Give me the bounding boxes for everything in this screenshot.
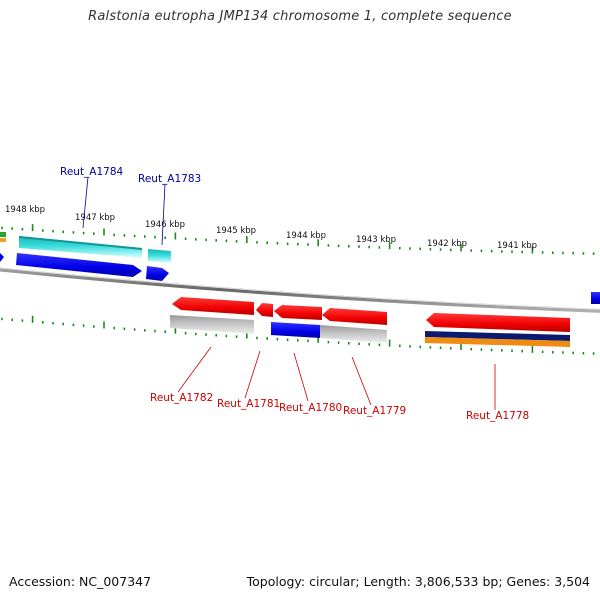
gene-feature[interactable] [19,236,142,258]
scale-label: 1948 kbp [5,205,45,215]
gene-feature[interactable] [425,337,570,347]
gene-label[interactable]: Reut_A1784 [60,166,124,178]
gene-label[interactable]: Reut_A1781 [217,398,280,410]
scale-label: 1947 kbp [75,213,115,223]
gene-label[interactable]: Reut_A1778 [466,410,529,422]
scale-ticks-outer [1,224,595,255]
scale-label: 1945 kbp [216,226,256,236]
gene-feature[interactable] [146,266,169,281]
gene-feature[interactable] [426,313,570,332]
chromosome-backbone [0,267,600,313]
gene-feature[interactable] [425,331,570,341]
scale-label: 1944 kbp [286,231,326,241]
summary-text: Topology: circular; Length: 3,806,533 bp… [246,574,590,589]
gene-label[interactable]: Reut_A1783 [138,173,201,185]
gene-feature[interactable] [274,305,322,320]
gene-feature[interactable] [148,249,171,263]
outer-gene-labels: Reut_A1784 Reut_A1783 [60,166,201,246]
gene-feature[interactable] [591,292,600,304]
inner-gene-labels: Reut_A1782 Reut_A1781 Reut_A1780 Reut_A1… [150,346,529,422]
gene-label[interactable]: Reut_A1779 [343,405,406,417]
gene-feature[interactable] [271,322,320,338]
scale-label: 1946 kbp [145,220,185,230]
gene-label[interactable]: Reut_A1782 [150,392,213,404]
gene-feature[interactable] [320,325,387,343]
gene-feature[interactable] [16,253,142,277]
scale-label: 1942 kbp [427,239,467,249]
gene-feature[interactable] [172,297,254,315]
map-title: Ralstonia eutropha JMP134 chromosome 1, … [88,9,512,24]
gene-feature[interactable] [170,315,254,334]
edge-feature [0,253,4,262]
scale-label: 1943 kbp [356,235,396,245]
outer-strand-features [16,236,600,304]
edge-feature [0,238,6,242]
scale-labels: 1948 kbp 1947 kbp 1946 kbp 1945 kbp 1944… [5,205,537,251]
gene-feature[interactable] [322,308,387,325]
gene-feature[interactable] [256,303,273,317]
gene-label[interactable]: Reut_A1780 [279,402,342,414]
inner-strand-features [170,297,570,347]
edge-feature [0,232,6,237]
scale-label: 1941 kbp [497,241,537,251]
accession-text: Accession: NC_007347 [9,574,152,589]
